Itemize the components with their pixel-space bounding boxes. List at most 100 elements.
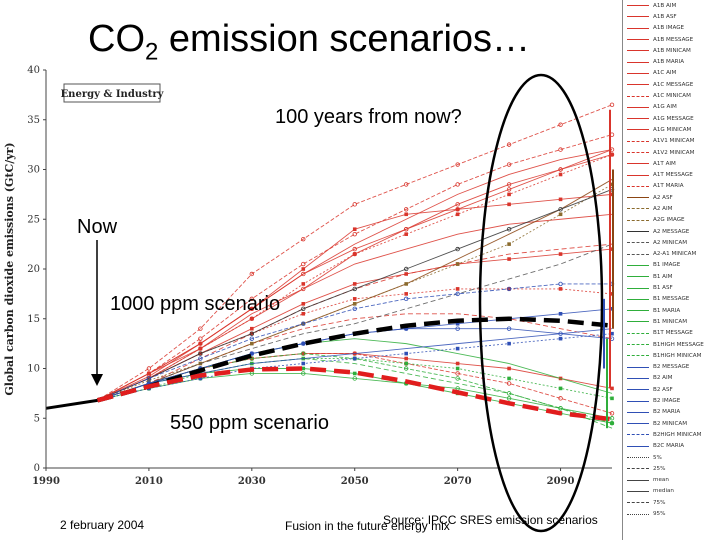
legend-label: B2C MARIA <box>653 443 685 450</box>
legend-item: B2 ASF <box>623 384 720 395</box>
data-point <box>301 341 306 346</box>
legend-swatch <box>627 185 649 187</box>
y-tick-label: 25 <box>27 214 40 225</box>
legend-label: median <box>653 488 674 495</box>
legend-swatch <box>627 479 649 481</box>
legend-item: B2 MESSAGE <box>623 362 720 373</box>
y-tick-label: 20 <box>27 264 40 275</box>
data-point <box>352 202 357 207</box>
data-point <box>250 341 254 346</box>
legend-swatch <box>627 400 649 402</box>
legend-item: A1V2 MINICAM <box>623 147 720 158</box>
data-point <box>609 102 615 108</box>
legend-label: B2 IMAGE <box>653 398 681 405</box>
series-line <box>45 104 613 409</box>
legend-label: A1C AIM <box>653 70 677 77</box>
legend-swatch <box>627 231 649 233</box>
data-point <box>250 326 254 331</box>
data-point <box>352 302 357 306</box>
legend-swatch <box>627 287 649 289</box>
data-point <box>506 391 512 396</box>
data-point <box>455 376 460 381</box>
data-point <box>507 257 511 261</box>
legend-swatch <box>627 39 649 41</box>
legend-label: A1T AIM <box>653 160 676 167</box>
legend-swatch <box>627 423 649 425</box>
data-point <box>455 182 460 187</box>
legend-swatch <box>627 61 649 63</box>
data-point <box>558 281 563 287</box>
data-point <box>609 416 615 421</box>
legend-item: 95% <box>623 508 720 519</box>
legend-swatch <box>627 298 649 300</box>
legend-label: A1B IMAGE <box>653 25 685 32</box>
legend-item: A1G MINICAM <box>623 124 720 135</box>
legend-swatch <box>627 27 649 29</box>
legend-label: B2 MARIA <box>653 409 681 416</box>
legend-label: B2HIGH MINICAM <box>653 431 702 438</box>
data-point <box>352 371 357 376</box>
legend-swatch <box>627 389 649 391</box>
series-line <box>45 358 613 409</box>
legend-swatch <box>627 321 649 323</box>
legend-label: A2G IMAGE <box>653 217 685 224</box>
data-point <box>352 227 357 231</box>
legend-item: A1B MESSAGE <box>623 34 720 45</box>
legend-label: B2 MESSAGE <box>653 364 690 371</box>
data-point <box>558 207 563 212</box>
legend-swatch <box>627 242 649 244</box>
data-point <box>610 421 614 426</box>
legend-label: 25% <box>653 465 666 472</box>
x-tick-label: 2090 <box>547 476 575 487</box>
series-line <box>45 243 613 409</box>
legend-label: A2 MESSAGE <box>653 228 690 235</box>
legend-item: A2-A1 MINICAM <box>623 249 720 260</box>
scenario-550ppm-line <box>96 366 613 422</box>
data-point <box>507 192 511 197</box>
y-tick-label: 15 <box>27 314 40 325</box>
legend-item: A1C AIM <box>623 68 720 79</box>
legend-item: A1G MESSAGE <box>623 113 720 124</box>
legend-item: A1C MESSAGE <box>623 79 720 90</box>
data-point <box>558 287 563 291</box>
legend-swatch <box>627 72 649 74</box>
legend-swatch <box>627 118 649 120</box>
data-point <box>249 356 255 361</box>
series-line <box>45 373 613 419</box>
legend-swatch <box>627 276 649 278</box>
series-line <box>45 243 613 409</box>
data-point <box>352 286 357 292</box>
data-point <box>609 421 615 426</box>
legend-label: A1T MESSAGE <box>653 172 693 179</box>
data-point <box>558 147 563 152</box>
legend-label: B1 MESSAGE <box>653 296 690 303</box>
data-point <box>558 212 563 217</box>
data-point <box>558 336 563 341</box>
legend-item: B1 MESSAGE <box>623 294 720 305</box>
y-tick-label: 30 <box>27 165 40 176</box>
legend-label: A1B MESSAGE <box>653 36 694 43</box>
legend-label: A2-A1 MINICAM <box>653 251 697 258</box>
legend-label: B2 MINICAM <box>653 420 688 427</box>
legend-label: A2 ASF <box>653 194 673 201</box>
legend-item: A2 ASF <box>623 192 720 203</box>
data-point <box>352 246 357 252</box>
data-point <box>455 212 460 217</box>
legend-item: A1B ASF <box>623 11 720 22</box>
data-point <box>146 371 152 376</box>
legend-label: 95% <box>653 511 666 517</box>
legend-item: 25% <box>623 463 720 474</box>
legend-item: B2 MINICAM <box>623 418 720 429</box>
data-point <box>249 316 255 321</box>
data-point <box>301 271 306 277</box>
legend-label: A1B MARIA <box>653 59 685 66</box>
series-line <box>45 368 613 424</box>
series-line <box>45 333 613 409</box>
series-line <box>45 134 613 409</box>
legend-item: A2 AIM <box>623 203 720 214</box>
legend-label: A1B ASF <box>653 13 677 20</box>
data-point <box>506 286 512 292</box>
legend-swatch <box>627 174 649 176</box>
data-point <box>404 351 408 356</box>
